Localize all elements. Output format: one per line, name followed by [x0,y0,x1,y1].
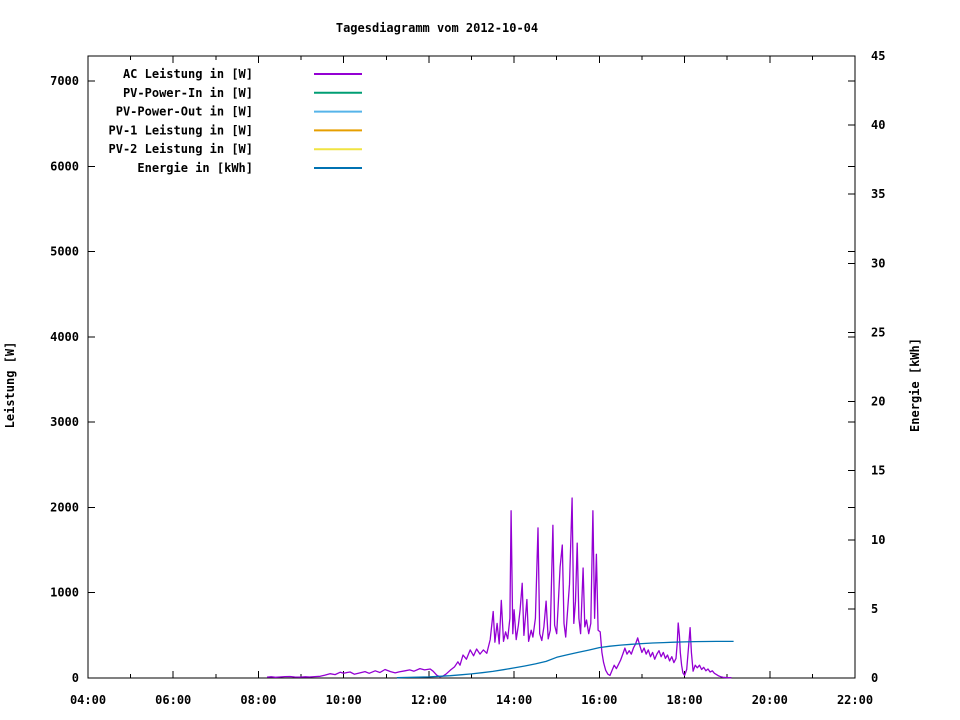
x-tick-label: 04:00 [70,693,106,707]
y2-tick-label: 30 [871,256,885,270]
legend-label: PV-1 Leistung in [W] [109,123,254,137]
y-axis-label: Leistung [W] [3,342,17,429]
plot-frame: 04:00 06:00 08:00 10:00 12:00 14:00 16:00 18:00… [50,49,885,707]
y-tick-label: 0 [72,671,79,685]
y-tick-label: 7000 [50,74,79,88]
y2-tick-label: 40 [871,118,885,132]
x-tick-label: 20:00 [752,693,788,707]
legend-label: PV-Power-Out in [W] [116,105,253,119]
y-tick-label: 4000 [50,330,79,344]
legend-label: PV-2 Leistung in [W] [109,142,254,156]
x-tick-label: 22:00 [837,693,873,707]
y-tick-label: 2000 [50,500,79,514]
y2-tick-label: 5 [871,602,878,616]
y2-tick-label: 25 [871,325,885,339]
x-tick-label: 06:00 [155,693,191,707]
legend-label: PV-Power-In in [W] [123,86,253,100]
chart-title: Tagesdiagramm vom 2012-10-04 [336,21,538,35]
y2-tick-label: 35 [871,187,885,201]
x-tick-label: 14:00 [496,693,532,707]
x-tick-label: 08:00 [240,693,276,707]
x-tick-label: 16:00 [581,693,617,707]
y2-axis-label: Energie [kWh] [908,338,922,432]
y-tick-label: 1000 [50,586,79,600]
legend-label: AC Leistung in [W] [123,67,253,81]
chart-legend: AC Leistung in [W] PV-Power-In in [W] PV-P… [109,67,362,175]
y-tick-label: 3000 [50,415,79,429]
energie-line [396,640,734,679]
x-tick-label: 12:00 [411,693,447,707]
x-tick-label: 18:00 [666,693,702,707]
y2-tick-label: 20 [871,395,885,409]
ac-leistung-line [266,497,732,679]
y-tick-label: 6000 [50,159,79,173]
y2-tick-label: 10 [871,533,885,547]
legend-label: Energie in [kWh] [137,161,253,175]
x-tick-label: 10:00 [326,693,362,707]
y2-tick-label: 45 [871,49,885,63]
y2-tick-label: 0 [871,671,878,685]
plot-series [266,497,734,679]
y2-tick-label: 15 [871,464,885,478]
y-tick-label: 5000 [50,245,79,259]
